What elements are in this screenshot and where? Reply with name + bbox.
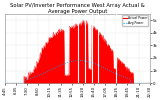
- Title: Solar PV/Inverter Performance West Array Actual & Average Power Output: Solar PV/Inverter Performance West Array…: [10, 3, 145, 14]
- Legend: Actual Power, Avg Power: Actual Power, Avg Power: [122, 15, 148, 26]
